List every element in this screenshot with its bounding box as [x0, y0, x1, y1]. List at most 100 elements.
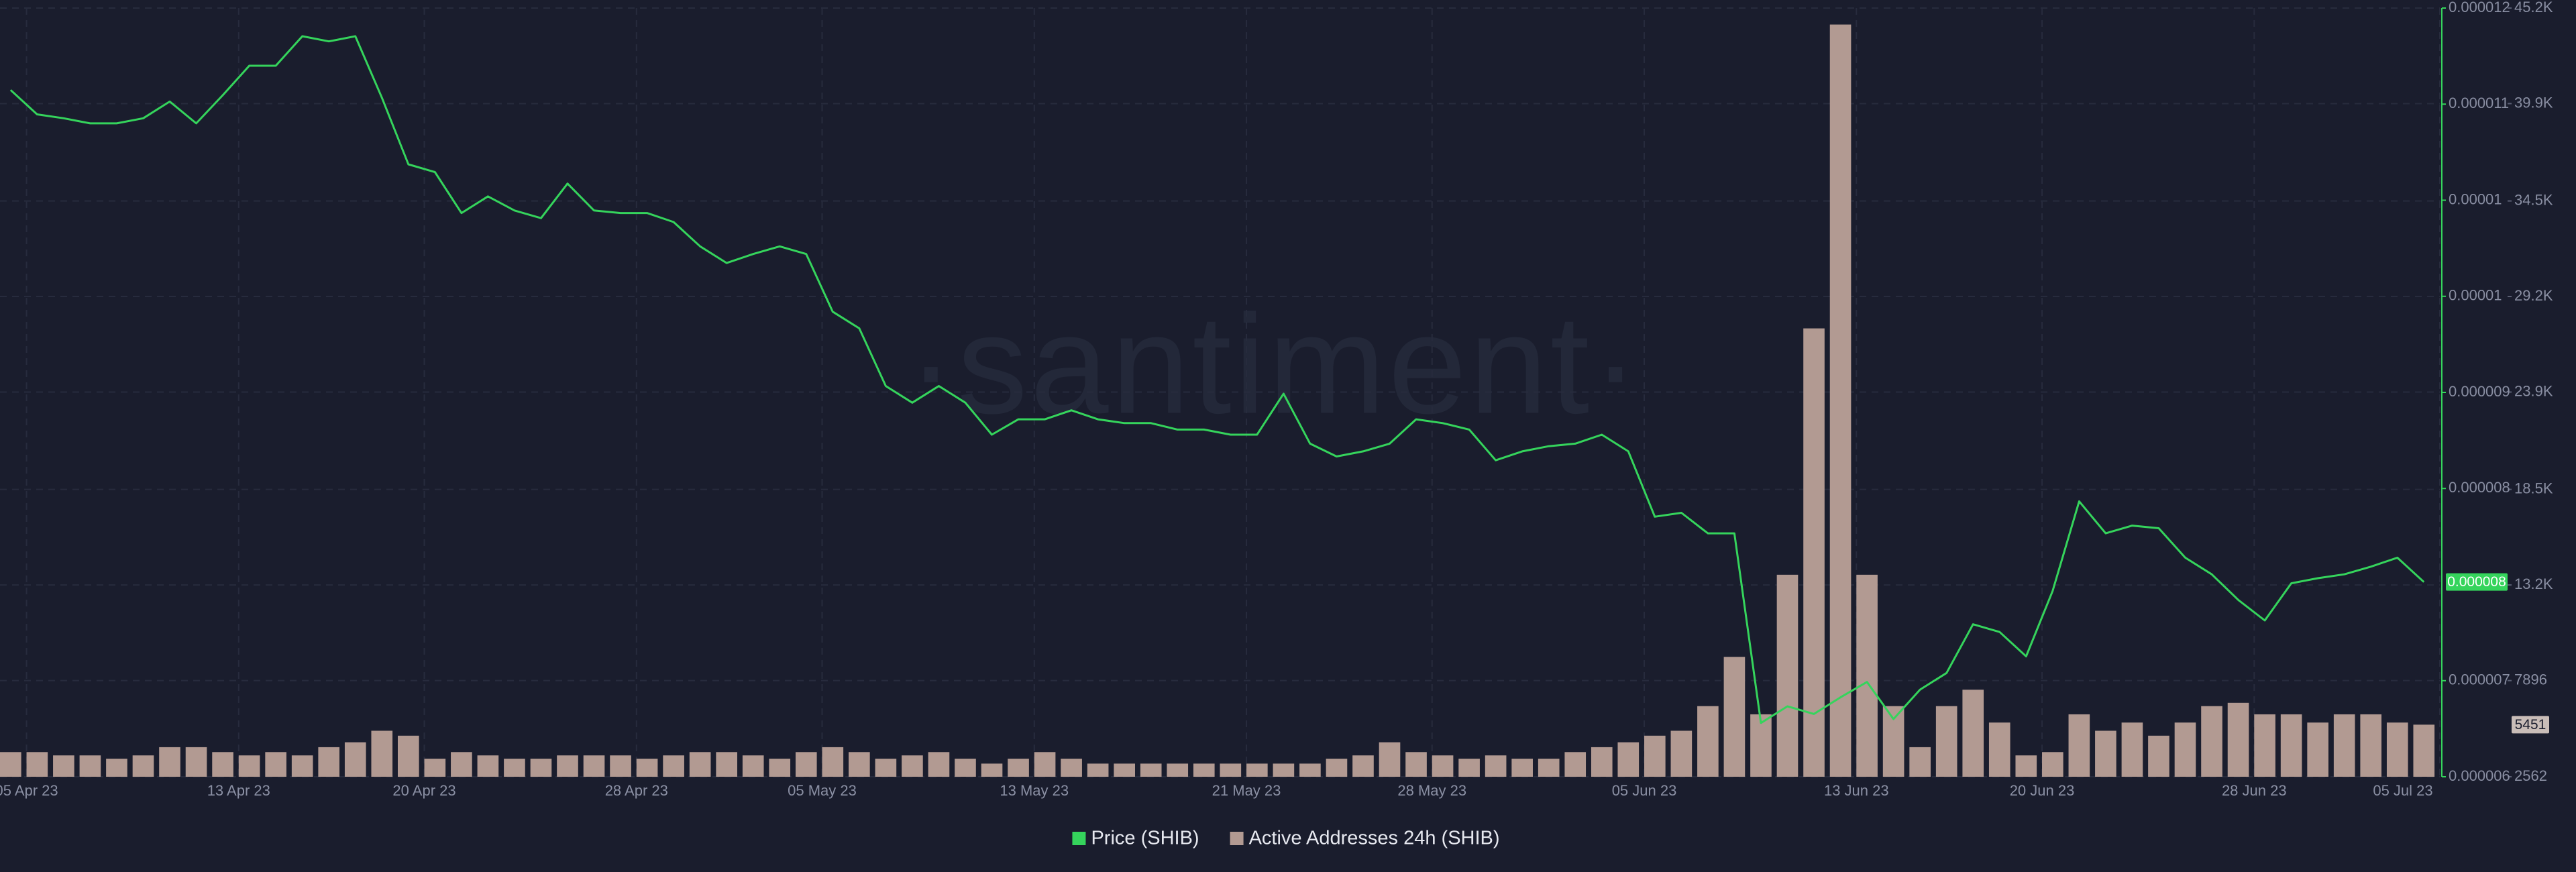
bar — [106, 759, 127, 777]
bar — [265, 752, 286, 777]
bar — [1962, 690, 1984, 777]
x-tick-label: 28 Apr 23 — [605, 782, 668, 799]
bar — [0, 752, 21, 777]
bar — [1670, 730, 1693, 777]
bar — [530, 759, 552, 777]
bar — [1061, 759, 1082, 777]
bar — [663, 755, 684, 777]
bar — [371, 730, 393, 777]
bar — [2121, 722, 2143, 777]
bar — [2413, 724, 2435, 777]
legend: Price (SHIB) Active Addresses 24h (SHIB) — [1072, 828, 1500, 849]
bar — [1882, 706, 1904, 777]
bar — [583, 755, 605, 777]
last-value-badge — [2512, 716, 2549, 734]
bar — [557, 755, 578, 777]
legend-swatch — [1072, 832, 1086, 845]
bar — [1591, 747, 1613, 777]
bar — [2201, 706, 2222, 777]
bar — [2148, 735, 2169, 777]
x-tick-label: 20 Apr 23 — [392, 782, 455, 799]
bar — [26, 752, 48, 777]
y2-tick-label: 34.5K — [2514, 191, 2553, 208]
last-value-label: 0.000008 — [2447, 574, 2506, 590]
bar — [875, 759, 897, 777]
y2-tick-label: 45.2K — [2514, 0, 2553, 15]
bar — [981, 763, 1003, 777]
bar — [2227, 702, 2249, 777]
bar — [1909, 747, 1931, 777]
bar — [1352, 755, 1374, 777]
bar — [1644, 735, 1666, 777]
bar — [716, 752, 738, 777]
bar — [1988, 722, 2010, 777]
bar — [1511, 759, 1533, 777]
x-tick-label: 13 Apr 23 — [207, 782, 270, 799]
bar — [1087, 763, 1109, 777]
bar — [477, 755, 499, 777]
bar — [1723, 657, 1746, 777]
legend-label: Price (SHIB) — [1091, 828, 1199, 849]
bar — [1697, 706, 1719, 777]
last-value-badge — [2446, 573, 2508, 591]
bar — [1114, 763, 1135, 777]
bar — [2386, 722, 2408, 777]
bar — [2333, 714, 2355, 777]
bar — [2360, 714, 2382, 777]
legend-label: Active Addresses 24h (SHIB) — [1249, 828, 1500, 849]
y2-tick-label: 7896 — [2514, 671, 2547, 688]
bar — [1008, 759, 1029, 777]
y-tick-label: 0.00001 — [2449, 287, 2502, 304]
x-tick-label: 13 Jun 23 — [1824, 782, 1889, 799]
x-tick-label: 28 Jun 23 — [2222, 782, 2287, 799]
x-tick-label: 05 May 23 — [788, 782, 857, 799]
watermark: ·santiment· — [908, 285, 1642, 443]
bar — [1405, 752, 1427, 777]
bar — [1538, 759, 1560, 777]
x-tick-label: 05 Apr 23 — [0, 782, 58, 799]
bar — [451, 752, 472, 777]
bar — [928, 752, 950, 777]
bar — [1750, 714, 1772, 777]
bar — [1326, 759, 1348, 777]
y2-tick-label: 23.9K — [2514, 382, 2553, 399]
bar — [1856, 574, 1878, 777]
bar — [1140, 763, 1162, 777]
bar — [742, 755, 764, 777]
price-line — [9, 35, 2425, 724]
bar — [902, 755, 923, 777]
bar — [955, 759, 976, 777]
bar — [636, 759, 658, 777]
y2-tick-label: 13.2K — [2514, 576, 2553, 592]
bar — [504, 759, 525, 777]
bar — [1379, 742, 1401, 777]
bar — [1458, 759, 1480, 777]
bar — [2254, 714, 2275, 777]
bar — [2307, 722, 2328, 777]
bar — [1829, 24, 1851, 777]
bar — [769, 759, 791, 777]
bar — [424, 759, 446, 777]
bar — [2015, 755, 2037, 777]
y-tick-label: 0.000006 — [2449, 767, 2510, 784]
y2-tick-label: 2562 — [2514, 767, 2547, 784]
x-tick-label: 13 May 23 — [1000, 782, 1069, 799]
bar — [795, 752, 817, 777]
bar — [689, 752, 711, 777]
bar — [2095, 730, 2116, 777]
bar — [238, 755, 260, 777]
bar — [1485, 755, 1507, 777]
bar — [79, 755, 101, 777]
bar — [1935, 706, 1957, 777]
y2-tick-label: 18.5K — [2514, 480, 2553, 496]
bar — [822, 747, 844, 777]
y-tick-label: 0.00001 — [2449, 190, 2502, 207]
bar — [1220, 763, 1242, 777]
bar — [1193, 763, 1215, 777]
bar — [1617, 742, 1640, 777]
x-tick-label: 05 Jul 23 — [2373, 782, 2432, 799]
y-tick-label: 0.000008 — [2449, 479, 2510, 496]
x-tick-label: 20 Jun 23 — [2010, 782, 2075, 799]
